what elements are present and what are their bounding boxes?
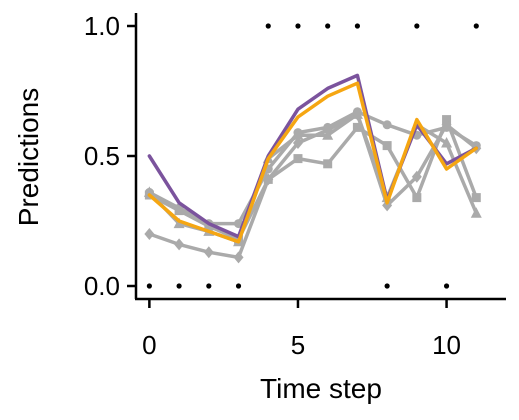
data-point xyxy=(470,207,482,218)
y-ticks: 0.0 0.5 1.0 xyxy=(84,11,136,301)
data-point xyxy=(263,173,274,186)
data-point xyxy=(144,228,155,240)
data-point xyxy=(233,251,244,264)
target-dot xyxy=(206,283,212,289)
data-point xyxy=(441,137,453,148)
data-point xyxy=(412,193,422,203)
series-line xyxy=(147,112,479,260)
x-tick-label: 10 xyxy=(432,330,461,360)
y-axis-label: Predictions xyxy=(13,88,44,227)
series-5 xyxy=(147,81,479,244)
data-point xyxy=(293,154,303,164)
target-dot xyxy=(443,283,450,289)
x-ticks: 0 5 10 xyxy=(142,299,461,360)
data-point xyxy=(293,128,303,138)
data-point xyxy=(382,199,393,212)
target-dot xyxy=(265,23,271,29)
data-point xyxy=(352,108,363,121)
target-dots-layer xyxy=(146,23,479,289)
target-dot xyxy=(235,283,242,289)
data-point xyxy=(292,137,303,149)
series-line xyxy=(147,73,479,239)
target-dot xyxy=(325,23,331,29)
data-point xyxy=(203,246,214,259)
data-point xyxy=(323,159,333,169)
target-dot xyxy=(384,283,390,289)
data-point xyxy=(322,124,333,136)
target-dot xyxy=(295,23,301,29)
x-axis-label: Time step xyxy=(260,373,382,404)
data-point xyxy=(352,122,362,132)
y-tick-label: 1.0 xyxy=(84,11,120,41)
target-dot xyxy=(473,23,479,29)
series-2 xyxy=(144,107,481,229)
data-point xyxy=(471,193,481,203)
target-dot xyxy=(146,283,152,289)
y-tick-label: 0.0 xyxy=(84,271,120,301)
target-dot xyxy=(176,283,182,289)
data-point xyxy=(382,141,392,151)
series-4 xyxy=(147,73,479,239)
series-layer xyxy=(143,73,482,264)
data-point xyxy=(174,238,185,251)
series-3 xyxy=(144,108,482,264)
data-point xyxy=(441,118,452,131)
series-line xyxy=(147,81,479,244)
data-point xyxy=(411,170,422,183)
series-line xyxy=(147,117,479,241)
data-point xyxy=(382,120,392,130)
x-tick-label: 0 xyxy=(142,330,156,360)
target-dot xyxy=(414,23,420,29)
x-tick-label: 5 xyxy=(291,330,305,360)
target-dot xyxy=(354,23,361,29)
y-tick-label: 0.5 xyxy=(84,141,120,171)
